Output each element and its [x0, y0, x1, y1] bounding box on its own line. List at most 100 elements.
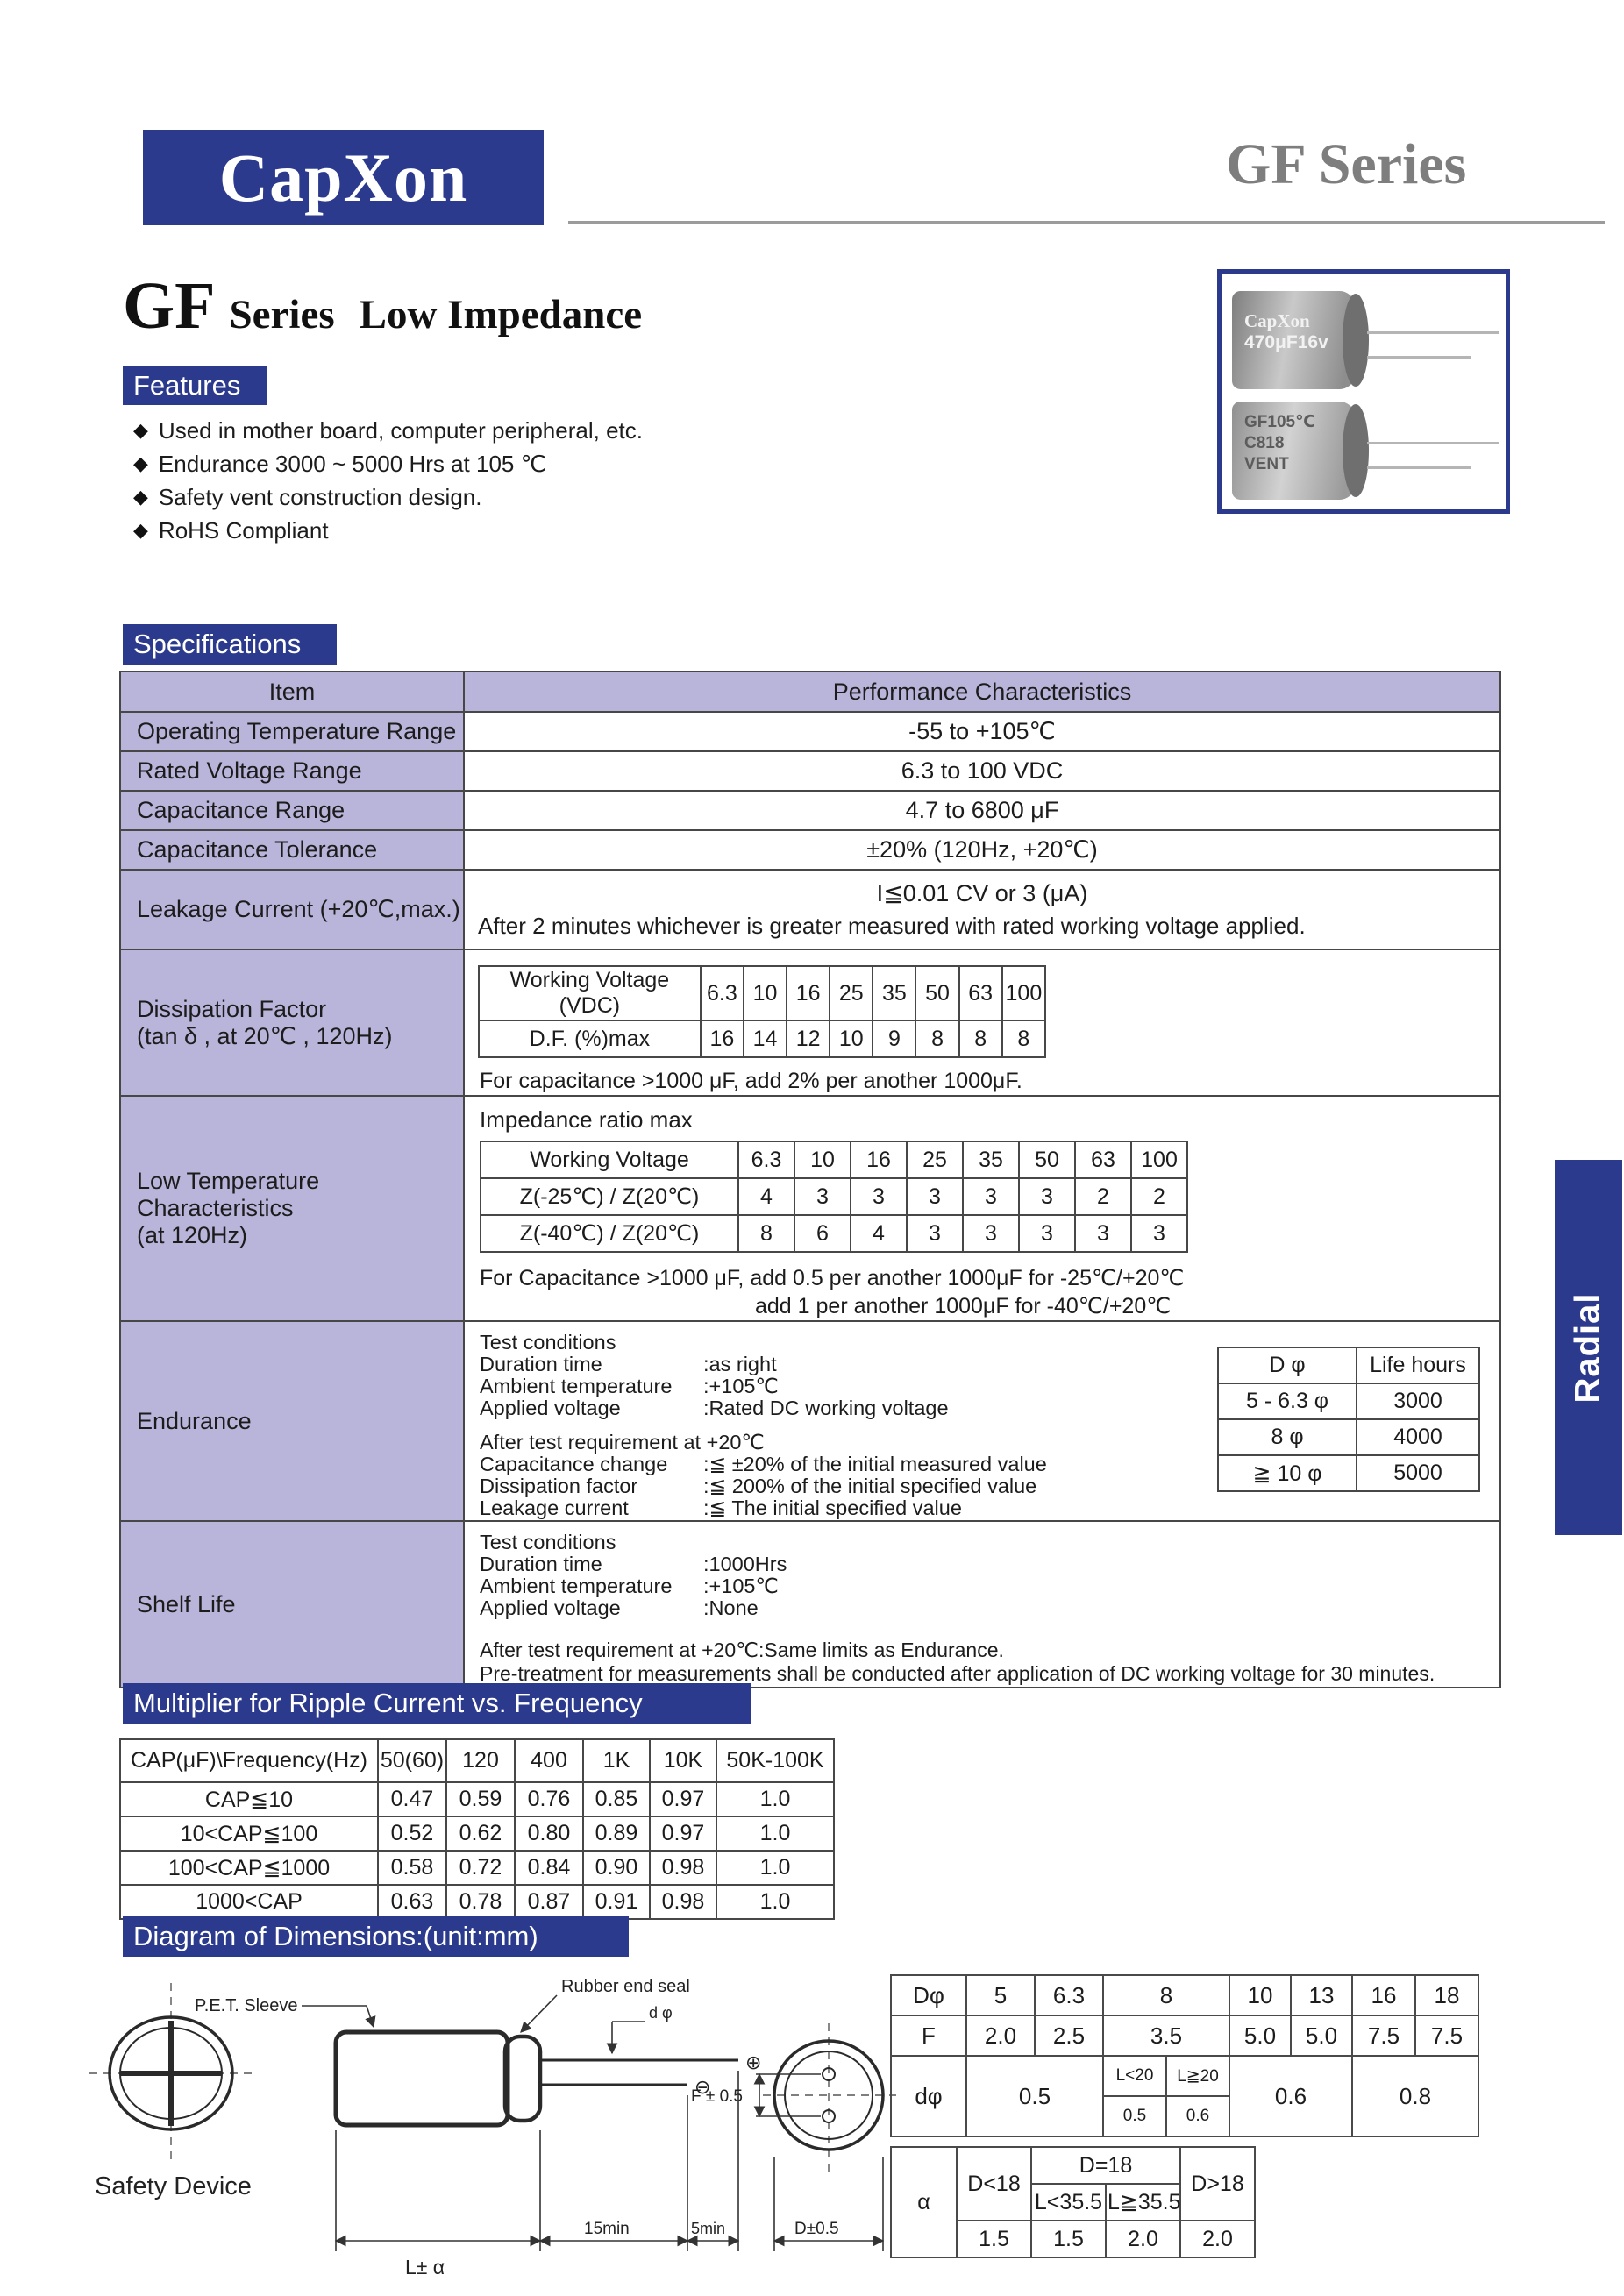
- ripple-col0-header: CAP(μF)\Frequency(Hz): [119, 1738, 379, 1783]
- safety-device-label: Safety Device: [95, 2172, 252, 2200]
- diamond-bullet-icon: ◆: [133, 419, 148, 441]
- capacitor-vent-text: VENT: [1244, 455, 1289, 473]
- row-label: Low Temperature Characteristics (at 120H…: [119, 1095, 465, 1322]
- column-header-item: Item: [119, 671, 465, 713]
- dissipation-note: For capacitance >1000 μF, add 2% per ano…: [480, 1069, 1022, 1093]
- capacitor-lead: [1367, 466, 1471, 469]
- table-row: F 2.0 2.5 3.5 5.0 5.0 7.5 7.5: [890, 2015, 1479, 2057]
- features-list: ◆ Used in mother board, computer periphe…: [133, 414, 643, 547]
- df-row-label: D.F. (%)max: [478, 1020, 702, 1058]
- dimensions-diagram: Safety Device P.E.T. Sleeve Rubber end s…: [89, 1977, 896, 2278]
- lowtemp-note2: add 1 per another 1000μF for -40℃/+20℃: [755, 1294, 1172, 1319]
- row-label: Shelf Life: [119, 1520, 465, 1688]
- lowtemp-value-cell: Impedance ratio max Working Voltage 6.3 …: [463, 1095, 1501, 1322]
- row-label: Capacitance Tolerance: [119, 829, 465, 871]
- impedance-ratio-table: Working Voltage 6.3 10 16 25 35 50 63 10…: [480, 1141, 1188, 1253]
- shelf-test-conditions: Test conditions Duration time:1000Hrs Am…: [480, 1531, 787, 1619]
- leakage-note: After 2 minutes whichever is greater mea…: [478, 913, 1306, 939]
- diamond-bullet-icon: ◆: [133, 486, 148, 508]
- endurance-test-conditions: Test conditions Duration time:as right A…: [480, 1331, 949, 1419]
- page-title-low: Low Impedance: [359, 292, 643, 338]
- product-photo: CapXon 470μF16v GF105℃ C818 VENT: [1217, 269, 1510, 514]
- ripple-section-title: Multiplier for Ripple Current vs. Freque…: [123, 1683, 751, 1724]
- capacitor-brand-text: CapXon: [1244, 310, 1310, 331]
- ripple-multiplier-table: CAP(μF)\Frequency(Hz) 50(60) 120 400 1K …: [119, 1738, 835, 1920]
- row-label: Endurance: [119, 1320, 465, 1522]
- terminal-hole: [822, 2109, 836, 2123]
- capacitor-end-cap: [1343, 294, 1369, 387]
- column-header-performance: Performance Characteristics: [463, 671, 1501, 713]
- terminal-hole: [822, 2067, 836, 2081]
- lowtemp-label-line1: Low Temperature Characteristics: [137, 1168, 320, 1221]
- diamond-bullet-icon: ◆: [133, 452, 148, 474]
- life-hours-table: D φ Life hours 5 - 6.3 φ 3000 8 φ 4000 ≧…: [1217, 1347, 1480, 1492]
- dissipation-label-line2: (tan δ , at 20℃ , 120Hz): [137, 1022, 393, 1049]
- capacitor-end-cap: [1343, 404, 1369, 497]
- diameter-dimension-label: D±0.5: [794, 2220, 839, 2238]
- df-header: Working Voltage (VDC): [478, 965, 702, 1021]
- row-label: Operating Temperature Range: [119, 711, 465, 752]
- z40-label: Z(-40℃) / Z(20℃): [480, 1214, 739, 1253]
- dimensions-section-title: Diagram of Dimensions:(unit:mm): [123, 1916, 629, 1957]
- page-title-series: Series: [229, 292, 335, 338]
- capacitor-image-bottom: GF105℃ C818 VENT: [1232, 402, 1369, 500]
- table-row: 1.5 1.5 2.0 2.0: [891, 2220, 1256, 2258]
- capacitor-lead: [1367, 356, 1471, 359]
- shelf-notes: After test requirement at +20℃:Same limi…: [480, 1638, 1435, 1685]
- logo-text: CapXon: [218, 139, 468, 216]
- table-row: Leakage Current (+20℃,max.) I≦0.01 CV or…: [119, 869, 1501, 950]
- header-rule: [568, 221, 1605, 224]
- table-row: 100<CAP≦1000 0.58 0.72 0.84 0.90 0.98 1.…: [119, 1850, 835, 1886]
- endurance-value-cell: Test conditions Duration time:as right A…: [463, 1320, 1501, 1522]
- row-value: ±20% (120Hz, +20℃): [463, 829, 1501, 871]
- specifications-table: Item Performance Characteristics Operati…: [119, 671, 1501, 1688]
- feature-item: ◆ Endurance 3000 ~ 5000 Hrs at 105 ℃: [133, 447, 643, 480]
- table-row: dφ 0.5 L<20 L≧20 0.6 0.8: [890, 2055, 1479, 2137]
- features-section-title: Features: [123, 366, 267, 405]
- feature-item: ◆ Used in mother board, computer periphe…: [133, 414, 643, 447]
- impedance-ratio-title: Impedance ratio max: [480, 1106, 693, 1133]
- table-row: Dφ 5 6.3 8 10 13 16 18: [890, 1974, 1479, 2016]
- capacitor-series-text: GF105℃: [1244, 413, 1316, 431]
- diamond-bullet-icon: ◆: [133, 519, 148, 541]
- table-row: Endurance Test conditions Duration time:…: [119, 1320, 1501, 1522]
- lead-15min-label: 15min: [584, 2220, 630, 2238]
- dimension-table-alpha: α D<18 D=18 D>18 L<35.5 L≧35.5 1.5 1.5 2…: [890, 2146, 1256, 2258]
- page-title-gf: GF: [123, 269, 216, 343]
- feature-text: Safety vent construction design.: [158, 483, 482, 510]
- table-row: Shelf Life Test conditions Duration time…: [119, 1520, 1501, 1688]
- table-row: Capacitance Tolerance ±20% (120Hz, +20℃): [119, 829, 1501, 871]
- length-dimension-label: L± α: [405, 2256, 445, 2278]
- row-value: 6.3 to 100 VDC: [463, 750, 1501, 792]
- capacitor-code-text: C818: [1244, 434, 1285, 452]
- feature-item: ◆ RoHS Compliant: [133, 514, 643, 547]
- life-col-d: D φ: [1217, 1347, 1357, 1384]
- table-row: Dissipation Factor (tan δ , at 20℃ , 120…: [119, 949, 1501, 1097]
- capacitor-rating-text: 470μF16v: [1244, 332, 1328, 352]
- shelf-value-cell: Test conditions Duration time:1000Hrs Am…: [463, 1520, 1501, 1688]
- table-row: Capacitance Range 4.7 to 6800 μF: [119, 790, 1501, 831]
- table-row: 0.5 0.6: [891, 2095, 1478, 2137]
- table-row: Rated Voltage Range 6.3 to 100 VDC: [119, 750, 1501, 792]
- table-row: 1000<CAP 0.63 0.78 0.87 0.91 0.98 1.0: [119, 1884, 835, 1920]
- feature-text: RoHS Compliant: [158, 516, 329, 544]
- lead-diameter-label: d φ: [649, 2004, 673, 2022]
- table-row: CAP≦10 0.47 0.59 0.76 0.85 0.97 1.0: [119, 1781, 835, 1817]
- series-header-title: GF Series: [1226, 132, 1467, 196]
- lowtemp-label-line2: (at 120Hz): [137, 1222, 248, 1248]
- row-label: Rated Voltage Range: [119, 750, 465, 792]
- positive-terminal-icon: ⊕: [745, 2051, 761, 2073]
- z25-label: Z(-25℃) / Z(20℃): [480, 1177, 739, 1216]
- table-row: 10<CAP≦100 0.52 0.62 0.80 0.89 0.97 1.0: [119, 1816, 835, 1852]
- rubber-end-seal-label: Rubber end seal: [561, 1977, 690, 1996]
- table-header-row: Item Performance Characteristics: [119, 671, 1501, 713]
- capxon-logo: CapXon: [143, 130, 544, 225]
- table-row: α D<18 D=18 D>18: [890, 2146, 1256, 2258]
- dimension-table-dfd: Dφ 5 6.3 8 10 13 16 18 F 2.0 2.5 3.5 5.0…: [890, 1974, 1479, 2137]
- table-row: Operating Temperature Range -55 to +105℃: [119, 711, 1501, 752]
- lowtemp-note1: For Capacitance >1000 μF, add 0.5 per an…: [480, 1266, 1185, 1290]
- leakage-formula: I≦0.01 CV or 3 (μA): [876, 880, 1088, 906]
- z-header: Working Voltage: [480, 1141, 739, 1179]
- negative-terminal-icon: ⊖: [694, 2076, 710, 2098]
